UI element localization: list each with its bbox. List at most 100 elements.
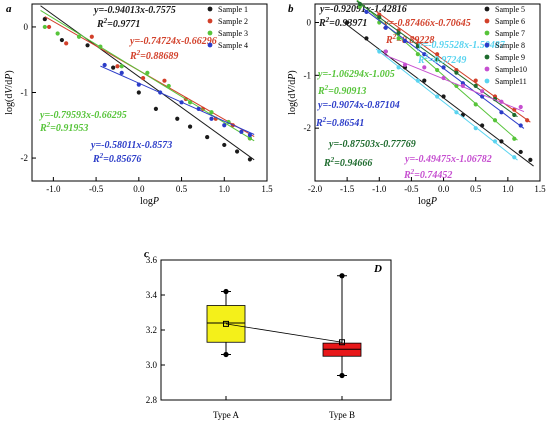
data-point bbox=[115, 64, 120, 69]
data-point bbox=[364, 9, 369, 15]
data-point bbox=[435, 52, 440, 57]
data-point bbox=[460, 83, 465, 88]
x-tick-label: Type B bbox=[329, 410, 355, 420]
y-tick-label: 3.2 bbox=[146, 325, 157, 335]
r2-label: R2=0.85676 bbox=[92, 152, 141, 165]
data-point bbox=[518, 104, 523, 110]
data-point bbox=[136, 82, 141, 87]
y-tick-label: -1 bbox=[21, 88, 29, 98]
legend-marker bbox=[207, 30, 213, 36]
y-tick-label: -2 bbox=[21, 153, 29, 163]
fit-line-1 bbox=[40, 5, 255, 161]
x-tick-label: 0.0 bbox=[133, 184, 145, 194]
x-tick-label: Type A bbox=[213, 410, 240, 420]
legend-marker bbox=[484, 42, 490, 48]
min-point bbox=[223, 351, 229, 358]
data-point bbox=[247, 157, 253, 162]
legend-marker bbox=[484, 78, 490, 84]
panel-b-chart: b -2.0 -1.5 -1.0 -0.5 0.0 0.5 1.0 1.5 0 -1 -2 logP lo… bbox=[287, 0, 546, 207]
plot-frame bbox=[314, 3, 541, 182]
legend-marker bbox=[484, 54, 490, 60]
r2-label: R2=0.74452 bbox=[403, 168, 452, 181]
data-point bbox=[162, 78, 167, 83]
x-tick-label: 0.5 bbox=[176, 184, 188, 194]
data-point bbox=[415, 44, 420, 49]
data-point bbox=[102, 62, 107, 68]
data-point bbox=[499, 110, 504, 115]
data-point bbox=[422, 52, 427, 57]
x-tick-label: -0.5 bbox=[89, 184, 104, 194]
y-axis-label: log(dV/dP) bbox=[287, 70, 298, 114]
data-point bbox=[415, 78, 420, 83]
panel-label: a bbox=[6, 3, 12, 15]
data-point bbox=[435, 67, 440, 73]
data-point bbox=[166, 83, 171, 89]
equation-label: y=-0.92091x-1.42816 bbox=[319, 4, 407, 15]
legend-marker bbox=[484, 18, 490, 24]
y-axis-label: log(dV/dP) bbox=[4, 70, 15, 114]
data-point bbox=[145, 70, 150, 75]
data-point bbox=[377, 49, 382, 54]
data-point bbox=[85, 43, 90, 48]
box bbox=[206, 305, 246, 343]
data-point bbox=[239, 129, 244, 134]
legend-marker bbox=[484, 6, 490, 12]
r2-label: R2=0.97249 bbox=[417, 53, 466, 66]
data-point bbox=[528, 157, 533, 162]
data-point bbox=[441, 65, 446, 70]
data-point bbox=[518, 149, 523, 155]
panel-label: b bbox=[288, 3, 294, 15]
x-tick-label: -0.5 bbox=[404, 184, 419, 194]
data-point bbox=[222, 123, 227, 128]
data-point bbox=[480, 89, 485, 94]
x-tick-label: -2.0 bbox=[308, 184, 323, 194]
legend-label: Sample 2 bbox=[218, 17, 248, 26]
data-point bbox=[402, 38, 408, 44]
equation-label: y=-0.95528x-1.50487 bbox=[417, 40, 506, 51]
y-tick-label: 0 bbox=[307, 17, 312, 27]
legend-label: Sample 7 bbox=[495, 29, 525, 38]
data-point bbox=[357, 1, 363, 7]
legend-label: Sample11 bbox=[495, 77, 527, 86]
x-tick-label: 0.0 bbox=[438, 184, 450, 194]
panel-c-boxplot: c D 2.8 3.0 3.2 3.4 3.6 Type A Type B bbox=[144, 248, 392, 420]
legend-label: Sample 1 bbox=[218, 5, 248, 14]
data-point bbox=[518, 123, 523, 128]
legend-label: Sample 9 bbox=[495, 53, 525, 62]
data-point bbox=[136, 90, 141, 95]
legend-marker bbox=[207, 6, 213, 12]
data-point bbox=[512, 155, 517, 160]
data-point bbox=[473, 83, 478, 88]
mean-connector bbox=[225, 323, 343, 343]
data-point bbox=[499, 139, 504, 144]
data-point bbox=[247, 136, 253, 141]
data-point bbox=[179, 100, 184, 105]
x-tick-label: -1.5 bbox=[340, 184, 355, 194]
equation-label: y=-0.94013x-0.7575 bbox=[93, 5, 176, 16]
data-point bbox=[454, 70, 459, 75]
data-point bbox=[247, 133, 253, 138]
y-tick-label: -1 bbox=[304, 70, 312, 80]
data-point bbox=[42, 24, 47, 30]
panel-a-chart: a -1.0 -0.5 0.0 0.5 1.0 1.5 0 -1 -2 logP log(dV/dP)… bbox=[4, 3, 273, 207]
legend-label: Sample 3 bbox=[218, 29, 248, 38]
data-point bbox=[153, 106, 159, 111]
equation-label: y=-0.58011x-0.8573 bbox=[90, 140, 172, 151]
data-point bbox=[55, 31, 60, 36]
r2-label: R2=0.93971 bbox=[318, 16, 367, 29]
r2-label: R2=0.88689 bbox=[129, 49, 178, 62]
legend-marker bbox=[484, 30, 490, 36]
r2-label: R2=0.86541 bbox=[315, 116, 364, 129]
equation-label: y=-0.74724x-0.66296 bbox=[129, 36, 217, 47]
legend-label: Sample 6 bbox=[495, 17, 525, 26]
data-point bbox=[525, 118, 530, 123]
data-point bbox=[441, 94, 446, 99]
equation-label: y=-0.87466x-0.70645 bbox=[383, 18, 471, 29]
data-point bbox=[383, 25, 388, 30]
x-axis-label: logP bbox=[140, 196, 159, 207]
data-point bbox=[454, 110, 459, 115]
data-point bbox=[422, 65, 427, 70]
data-point bbox=[205, 134, 210, 140]
r2-label: R2=0.90913 bbox=[317, 84, 366, 97]
